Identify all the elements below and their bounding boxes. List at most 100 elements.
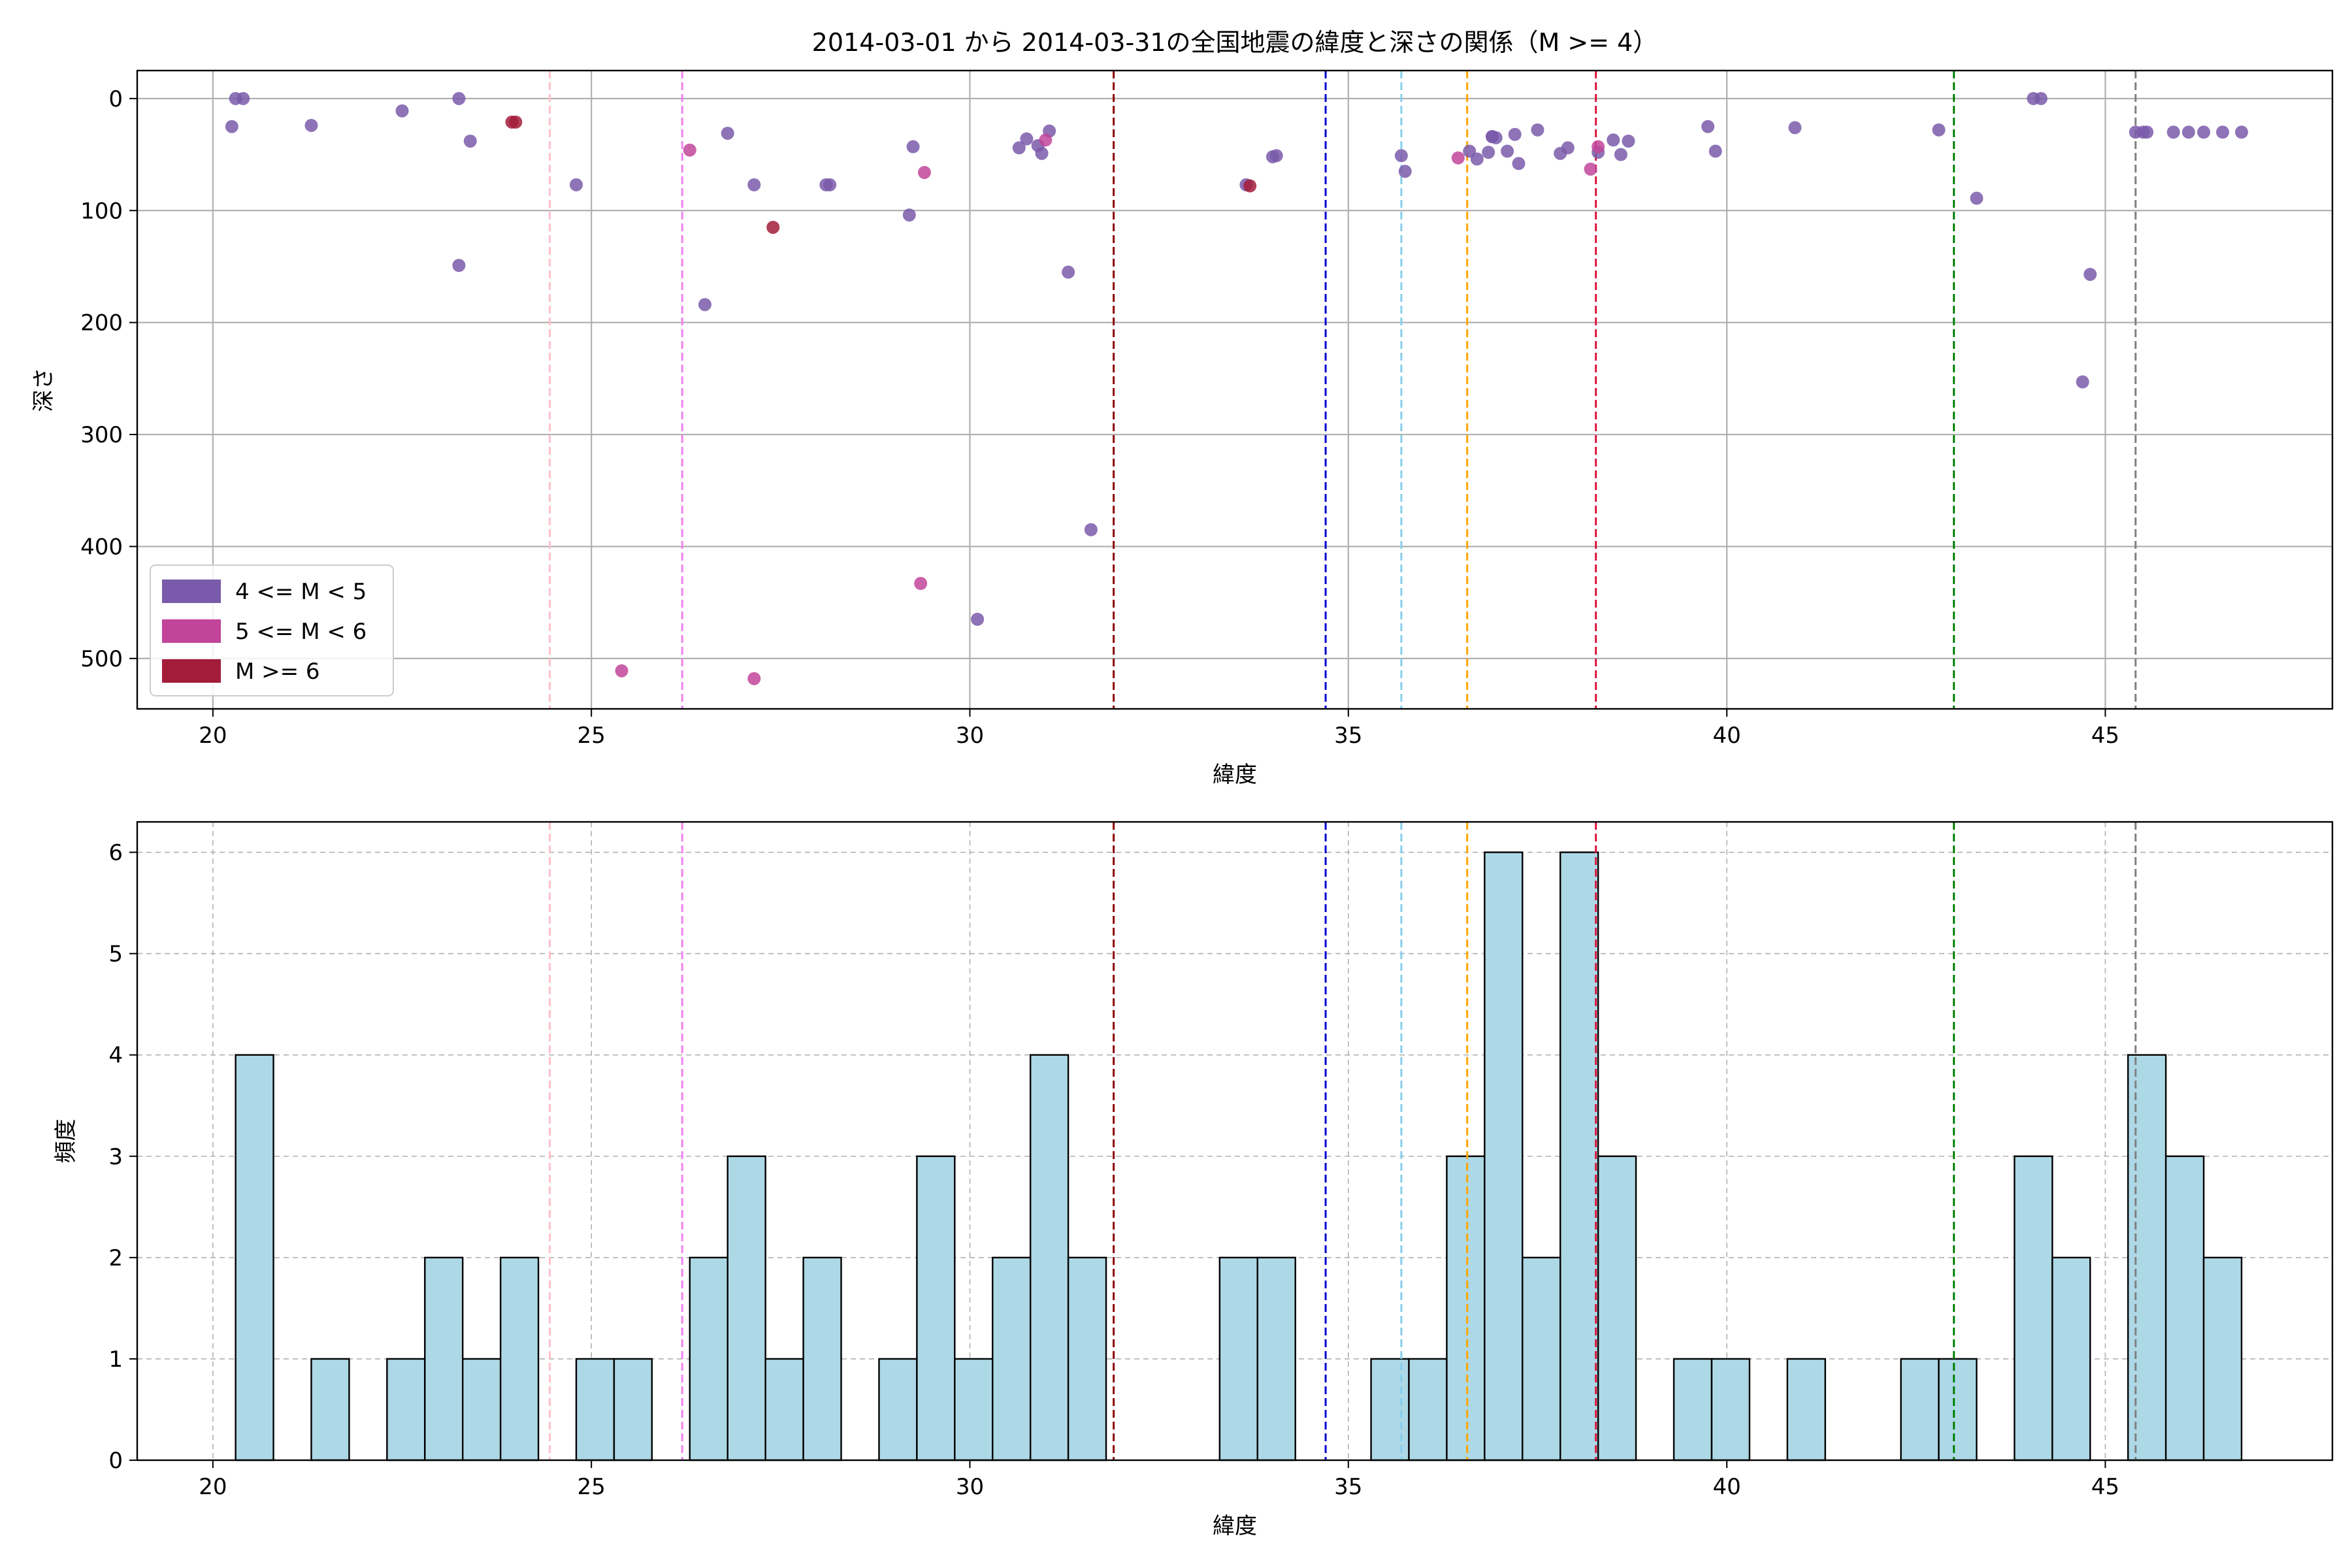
histogram-bar xyxy=(1900,1358,1940,1462)
chart-title: 2014-03-01 から 2014-03-31の全国地震の緯度と深さの関係（M… xyxy=(812,28,1658,57)
scatter-reference-lines xyxy=(548,71,2137,709)
scatter-point xyxy=(2197,125,2211,139)
scatter-point xyxy=(1512,157,1526,171)
scatter-point xyxy=(1970,191,1984,205)
histogram-bar xyxy=(575,1358,615,1462)
scatter-point xyxy=(463,134,477,148)
scatter-point xyxy=(2083,267,2097,281)
scatter-ticks: 20 25 30 35 40 45 0 100 200 300 400 500 xyxy=(80,86,2119,749)
scatter-x-tick-label: 45 xyxy=(2091,723,2119,749)
histogram-bar xyxy=(1446,1155,1486,1462)
scatter-point xyxy=(1701,120,1715,133)
scatter-y-tick-label: 500 xyxy=(80,646,123,672)
scatter-point xyxy=(971,612,985,626)
histogram-bar xyxy=(499,1256,540,1462)
scatter-point xyxy=(1012,141,1026,155)
legend-label: M >= 6 xyxy=(235,659,320,685)
scatter-points xyxy=(225,91,2248,685)
scatter-point xyxy=(1501,144,1514,158)
histogram-bar xyxy=(992,1256,1032,1462)
histogram-bar xyxy=(1560,851,1599,1462)
scatter-y-tick-label: 100 xyxy=(80,198,123,224)
histogram-bar xyxy=(2127,1054,2167,1462)
histogram-bar xyxy=(235,1054,274,1462)
histogram-bar xyxy=(689,1256,728,1462)
scatter-point xyxy=(2234,125,2248,139)
scatter-point xyxy=(2034,91,2048,105)
histogram-y-tick-label: 1 xyxy=(108,1347,123,1373)
histogram-bar xyxy=(1786,1358,1826,1462)
scatter-point xyxy=(914,577,928,591)
legend-swatch xyxy=(162,619,221,643)
scatter-point xyxy=(1398,165,1412,178)
histogram-bar xyxy=(1067,1256,1107,1462)
histogram-x-axis-label: 緯度 xyxy=(1213,1513,1257,1539)
histogram-y-tick-label: 2 xyxy=(108,1245,123,1271)
scatter-point xyxy=(747,672,761,685)
scatter-point xyxy=(1062,265,1075,279)
histogram-bar xyxy=(1673,1358,1713,1462)
scatter-point xyxy=(2181,125,2195,139)
histogram-y-tick-label: 4 xyxy=(108,1043,123,1069)
histogram-bar xyxy=(1710,1358,1751,1462)
histogram-bar xyxy=(802,1256,842,1462)
scatter-point xyxy=(917,165,931,179)
scatter-point xyxy=(1614,148,1627,161)
histogram-bar xyxy=(2014,1155,2053,1462)
scatter-x-tick-label: 30 xyxy=(956,723,984,749)
scatter-point xyxy=(452,91,466,105)
scatter-point xyxy=(2166,125,2180,139)
histogram-bar xyxy=(1484,851,1524,1462)
histogram-y-tick-label: 0 xyxy=(108,1448,123,1474)
scatter-frame xyxy=(136,69,2334,710)
histogram-bar xyxy=(878,1358,918,1462)
scatter-point xyxy=(1584,162,1597,176)
scatter-point xyxy=(823,178,837,191)
scatter-x-tick-label: 35 xyxy=(1334,723,1362,749)
legend-swatch xyxy=(162,659,221,683)
scatter-point xyxy=(1708,144,1722,158)
scatter-grid xyxy=(137,71,2332,709)
histogram-bar xyxy=(1370,1358,1410,1462)
histogram-x-tick-label: 35 xyxy=(1334,1474,1362,1500)
scatter-point xyxy=(570,178,583,191)
scatter-point xyxy=(1470,152,1484,166)
legend-label: 5 <= M < 6 xyxy=(235,619,367,645)
scatter-x-tick-label: 40 xyxy=(1712,723,1740,749)
scatter-point xyxy=(1243,179,1257,193)
histogram-bar xyxy=(613,1358,653,1462)
scatter-point xyxy=(2076,375,2089,389)
histogram-bar xyxy=(916,1155,956,1462)
histogram-bar xyxy=(1938,1358,1978,1462)
histogram-bar xyxy=(1029,1054,1070,1462)
scatter-point xyxy=(1607,133,1620,147)
scatter-point xyxy=(237,91,250,105)
scatter-point xyxy=(766,220,780,234)
scatter-point xyxy=(698,298,711,312)
scatter-point xyxy=(1531,123,1544,137)
histogram-bar xyxy=(1256,1256,1296,1462)
histogram-bar xyxy=(764,1358,804,1462)
scatter-point xyxy=(1020,132,1034,146)
histogram-bar xyxy=(2202,1256,2243,1462)
histogram-y-axis-label: 頻度 xyxy=(53,1119,79,1164)
scatter-point xyxy=(683,143,696,157)
histogram-y-tick-label: 6 xyxy=(108,840,123,866)
scatter-point xyxy=(1482,146,1495,159)
histogram-bar xyxy=(310,1358,350,1462)
histogram-bar xyxy=(954,1358,994,1462)
scatter-axes: 20 25 30 35 40 45 0 100 200 300 400 500 緯度 深さ 4 <= … xyxy=(31,69,2334,788)
scatter-x-tick-label: 20 xyxy=(199,723,227,749)
histogram-x-tick-label: 40 xyxy=(1712,1474,1740,1500)
scatter-point xyxy=(1485,130,1499,144)
scatter-point xyxy=(1269,149,1283,163)
histogram-bar xyxy=(1218,1256,1258,1462)
legend-label: 4 <= M < 5 xyxy=(235,579,367,605)
histogram-bar xyxy=(1597,1155,1637,1462)
histogram-x-tick-label: 25 xyxy=(578,1474,606,1500)
histogram-x-tick-label: 20 xyxy=(199,1474,227,1500)
scatter-point xyxy=(902,208,916,222)
